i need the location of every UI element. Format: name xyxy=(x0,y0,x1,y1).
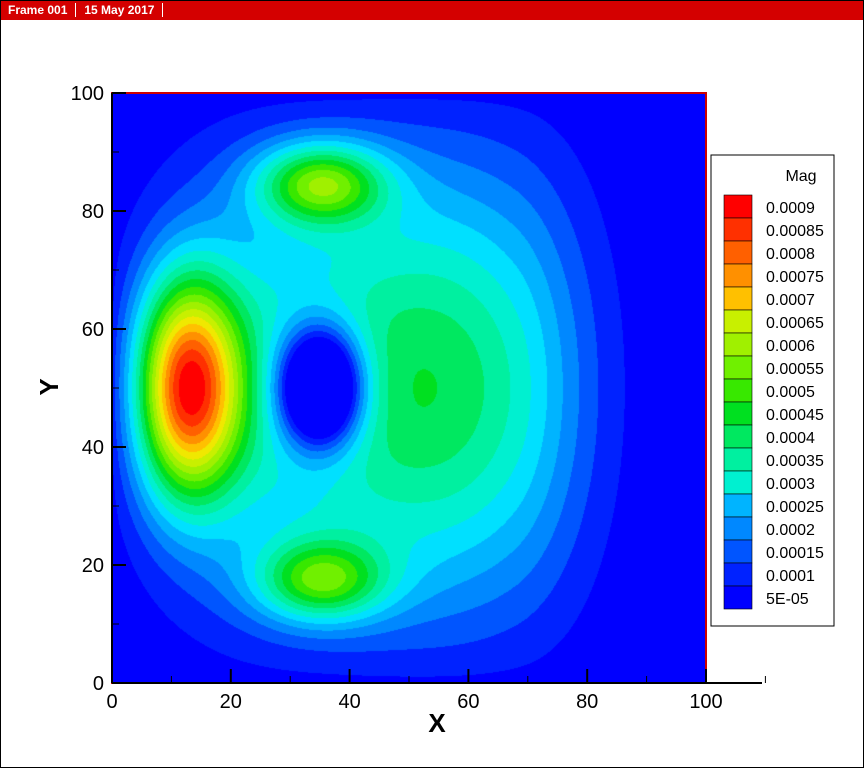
legend-level-label: 0.0005 xyxy=(766,384,815,401)
legend-level-label: 0.0007 xyxy=(766,292,815,309)
legend-swatch xyxy=(723,194,753,219)
legend-level-label: 0.0004 xyxy=(766,430,815,447)
legend-level-label: 0.00015 xyxy=(766,545,824,562)
header-separator xyxy=(162,3,164,17)
legend-swatch xyxy=(723,562,753,587)
legend-level-label: 0.00035 xyxy=(766,453,824,470)
frame-label: Frame 001 xyxy=(8,3,68,17)
axes: 0 20 40 60 80 100 0 20 40 60 80 100 X Y xyxy=(34,83,766,738)
legend-swatch xyxy=(723,332,753,357)
x-tick-label: 20 xyxy=(220,691,242,713)
legend-level-label: 0.00085 xyxy=(766,223,824,240)
header-separator xyxy=(75,3,77,17)
legend-swatch xyxy=(723,516,753,541)
legend-level-label: 0.0002 xyxy=(766,522,815,539)
legend-swatch xyxy=(723,217,753,242)
legend-level-label: 0.00075 xyxy=(766,269,824,286)
legend-swatch xyxy=(723,240,753,265)
legend-level-label: 0.00025 xyxy=(766,499,824,516)
x-axis-title: X xyxy=(428,708,446,738)
x-tick-label: 0 xyxy=(106,691,117,713)
x-tick-label: 60 xyxy=(457,691,479,713)
legend-swatch xyxy=(723,539,753,564)
legend-swatch xyxy=(723,585,753,610)
x-tick-label: 40 xyxy=(338,691,360,713)
legend-level-label: 0.0006 xyxy=(766,338,815,355)
y-axis-title: Y xyxy=(34,378,64,395)
y-tick-label: 100 xyxy=(71,83,104,105)
legend-swatch xyxy=(723,263,753,288)
legend-swatch xyxy=(723,286,753,311)
y-tick-label: 40 xyxy=(82,437,104,459)
legend-swatch xyxy=(723,378,753,403)
plot-area xyxy=(111,92,707,684)
legend-level-label: 0.00065 xyxy=(766,315,824,332)
legend-level-label: 0.00045 xyxy=(766,407,824,424)
legend-level-label: 0.0003 xyxy=(766,476,815,493)
y-tick-label: 0 xyxy=(93,673,104,695)
magnitude-contour-fill xyxy=(112,93,706,683)
x-tick-label: 80 xyxy=(576,691,598,713)
legend-level-label: 0.0001 xyxy=(766,568,815,585)
legend-level-label: 0.00055 xyxy=(766,361,824,378)
date-label: 15 May 2017 xyxy=(84,3,155,17)
legend-swatches: 0.0009 0.00085 0.0008 0.00075 0.0007 0.00065 0… xyxy=(723,194,824,610)
legend-level-label: 0.0009 xyxy=(766,200,815,217)
x-ticks: 0 20 40 60 80 100 xyxy=(106,669,766,713)
legend-swatch xyxy=(723,309,753,334)
frame-header-bar: Frame 001 15 May 2017 xyxy=(0,0,864,20)
y-tick-label: 60 xyxy=(82,319,104,341)
legend-title: Mag xyxy=(785,168,816,185)
legend-level-label: 0.0008 xyxy=(766,246,815,263)
x-tick-label: 100 xyxy=(689,691,722,713)
legend-swatch xyxy=(723,493,753,518)
legend-swatch xyxy=(723,401,753,426)
y-ticks: 0 20 40 60 80 100 xyxy=(71,83,126,695)
y-tick-label: 80 xyxy=(82,201,104,223)
legend-level-label: 5E-05 xyxy=(766,591,809,608)
legend-swatch xyxy=(723,447,753,472)
y-tick-label: 20 xyxy=(82,555,104,577)
legend-swatch xyxy=(723,355,753,380)
legend-swatch xyxy=(723,424,753,449)
legend: Mag 0.00090.000850.00080.000750.00070.00… xyxy=(710,154,835,627)
legend-swatch xyxy=(723,470,753,495)
